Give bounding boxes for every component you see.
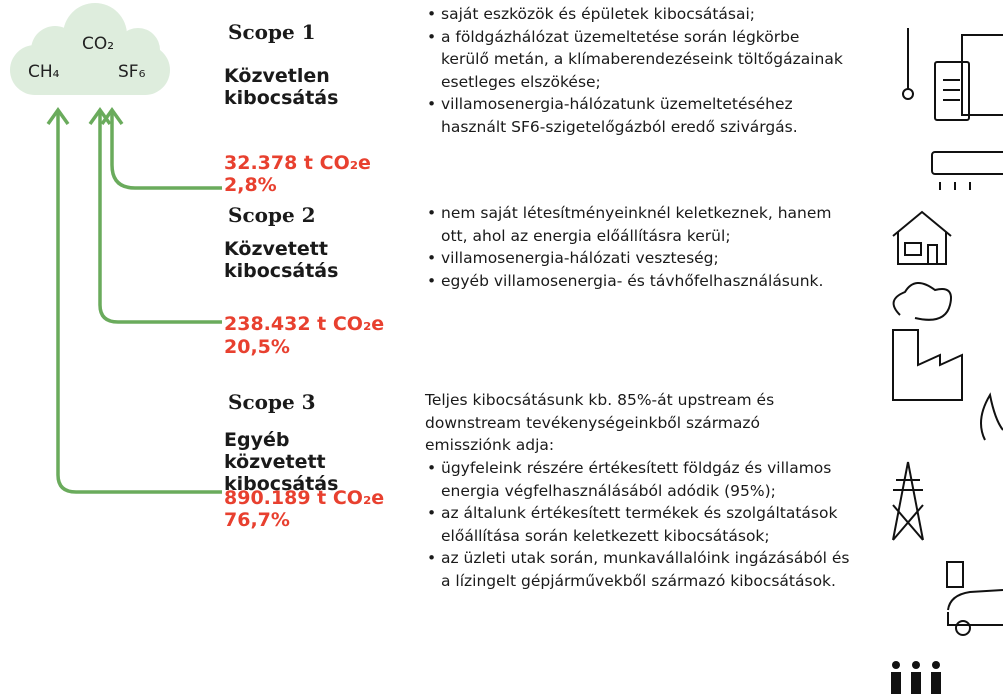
bullet: ügyfeleink részére értékesített földgáz … — [425, 457, 850, 502]
bullet: villamosenergia-hálózati veszteség; — [425, 247, 850, 270]
intro: Teljes kibocsátásunk kb. 85%-át upstream… — [425, 391, 775, 454]
scope-amount: 32.378 t CO₂e — [224, 152, 371, 174]
bullet: a földgázhálózat üzemeltetése során légk… — [425, 26, 850, 94]
scope-share: 76,7% — [224, 509, 290, 531]
bullet: az üzleti utak során, munkavállalóink in… — [425, 547, 850, 592]
arrows — [46, 106, 222, 494]
bullet: az általunk értékesített termékek és szo… — [425, 502, 850, 547]
bullet: egyéb villamosenergia- és távhőfelhaszná… — [425, 270, 850, 293]
bullet-list: ügyfeleink részére értékesített földgáz … — [425, 457, 850, 592]
scope-label: Scope 1 — [228, 20, 316, 44]
gas: CO₂ — [82, 34, 115, 54]
bullet-list: saját eszközök és épületek kibocsátásai;… — [425, 3, 850, 138]
scope-name: Közvetett kibocsátás — [224, 238, 339, 282]
icons — [891, 28, 1003, 694]
gas: SF₆ — [118, 62, 146, 82]
scope-name: Közvetlen kibocsátás — [224, 65, 339, 109]
scope-share: 20,5% — [224, 336, 290, 358]
scope-amount: 238.432 t CO₂e — [224, 313, 385, 335]
bullet: villamosenergia-hálózatunk üzemeltetéséh… — [425, 93, 850, 138]
scope-amount: 890.189 t CO₂e — [224, 487, 385, 509]
scope-name: Egyéb közvetett kibocsátás — [224, 429, 339, 495]
scope-share: 2,8% — [224, 174, 277, 196]
scope-label: Scope 3 — [228, 390, 316, 414]
scope-label: Scope 2 — [228, 203, 316, 227]
bullet: saját eszközök és épületek kibocsátásai; — [425, 3, 850, 26]
cloud — [10, 3, 170, 95]
bullet-list: nem saját létesítményeinknél keletkeznek… — [425, 202, 850, 292]
bullet: nem saját létesítményeinknél keletkeznek… — [425, 202, 850, 247]
gas: CH₄ — [28, 62, 60, 82]
